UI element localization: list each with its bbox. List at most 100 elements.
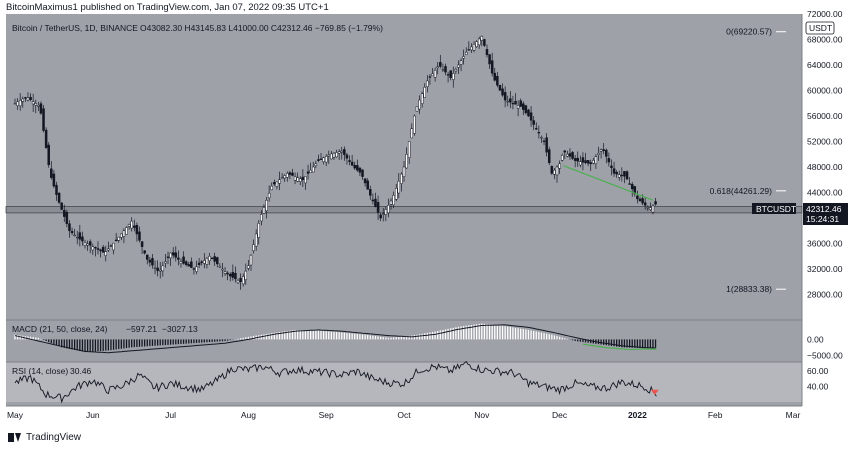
candle-body bbox=[415, 106, 419, 112]
candle-body bbox=[273, 182, 276, 185]
candle-body bbox=[498, 85, 502, 91]
candle-body bbox=[501, 88, 504, 96]
macd-tick-label: 0.00 bbox=[807, 334, 824, 344]
candle-body bbox=[602, 149, 605, 151]
candle-body bbox=[405, 154, 408, 169]
candle-body bbox=[542, 140, 546, 142]
ohlc-values: O43082.30 H43145.83 L41000.00 C42312.46 … bbox=[140, 23, 383, 33]
candle-body bbox=[490, 60, 494, 74]
candle-body bbox=[107, 248, 110, 251]
candle-body bbox=[459, 60, 463, 65]
candle-body bbox=[457, 64, 460, 68]
candle-body bbox=[311, 166, 315, 173]
candle-body bbox=[402, 166, 406, 177]
rsi-panel: 60.00 40.00 bbox=[14, 360, 829, 404]
candle-body bbox=[470, 46, 473, 51]
price-candles bbox=[13, 35, 657, 290]
candle-body bbox=[47, 144, 50, 166]
tradingview-logo-icon bbox=[8, 433, 22, 442]
candle-body bbox=[477, 38, 481, 46]
candle-body bbox=[330, 153, 333, 160]
candle-body bbox=[566, 154, 569, 157]
candle-body bbox=[581, 157, 585, 163]
candle-body bbox=[467, 49, 471, 51]
rsi-label: RSI (14, close) bbox=[12, 366, 68, 376]
candle-body bbox=[156, 267, 159, 272]
rsi-panel-band bbox=[6, 362, 802, 402]
publisher-line: BitcoinMaximus1 published on TradingView… bbox=[6, 2, 329, 13]
candle-body bbox=[252, 244, 255, 252]
candle-body bbox=[651, 205, 655, 213]
candle-body bbox=[125, 227, 128, 235]
candle-body bbox=[208, 256, 211, 262]
time-axis-label: Sep bbox=[319, 410, 334, 420]
candle-body bbox=[610, 165, 613, 168]
footer-brand[interactable]: TradingView bbox=[8, 432, 81, 443]
candle-body bbox=[573, 158, 577, 161]
candle-body bbox=[184, 261, 188, 265]
price-tick-label: 56000.00 bbox=[807, 111, 843, 121]
rsi-value: 30.46 bbox=[70, 366, 92, 376]
currency-label: USDT bbox=[809, 23, 832, 33]
candle-body bbox=[423, 87, 426, 98]
candle-body bbox=[480, 36, 484, 41]
candle-body bbox=[410, 128, 414, 139]
time-axis-label: Nov bbox=[474, 410, 490, 420]
support-zone bbox=[5, 206, 803, 214]
candle-body bbox=[462, 56, 465, 59]
candle-body bbox=[496, 76, 499, 86]
candle-body bbox=[55, 184, 58, 195]
candle-body bbox=[571, 152, 574, 159]
rsi-tick-label: 40.00 bbox=[807, 382, 829, 392]
candle-body bbox=[166, 256, 170, 258]
candle-body bbox=[597, 152, 600, 155]
candle-body bbox=[146, 254, 149, 260]
candle-body bbox=[353, 165, 356, 169]
candle-body bbox=[275, 181, 279, 187]
candle-body bbox=[57, 192, 61, 203]
candle-body bbox=[322, 157, 325, 162]
candle-body bbox=[464, 52, 468, 55]
symbol-badge bbox=[752, 203, 796, 214]
candle-body bbox=[265, 200, 268, 212]
candle-body bbox=[387, 205, 390, 213]
price-tick-label: 68000.00 bbox=[807, 35, 843, 45]
candle-body bbox=[143, 250, 146, 254]
candle-body bbox=[104, 251, 108, 256]
candle-body bbox=[516, 105, 520, 109]
candle-body bbox=[636, 195, 639, 200]
candle-body bbox=[358, 167, 362, 173]
candle-body bbox=[413, 115, 416, 134]
candle-body bbox=[286, 173, 289, 178]
candle-body bbox=[558, 163, 561, 169]
candle-body bbox=[327, 154, 331, 157]
candle-body bbox=[120, 233, 123, 238]
fib-level-label: 0(69220.57) bbox=[726, 27, 772, 37]
candle-body bbox=[197, 262, 201, 265]
time-axis-label: Mar bbox=[786, 410, 801, 420]
candle-body bbox=[140, 241, 144, 247]
candle-body bbox=[638, 198, 642, 202]
candle-body bbox=[563, 150, 567, 153]
candle-body bbox=[506, 100, 509, 103]
candle-body bbox=[540, 137, 543, 139]
candle-body bbox=[376, 201, 380, 213]
candle-body bbox=[485, 49, 489, 55]
candle-body bbox=[394, 188, 398, 200]
candle-body bbox=[400, 173, 403, 184]
fib-level-label: 0.618(44261.29) bbox=[710, 186, 773, 196]
candle-body bbox=[623, 171, 626, 177]
candle-body bbox=[452, 73, 455, 80]
candle-body bbox=[537, 132, 541, 134]
candle-body bbox=[174, 252, 178, 258]
candle-body bbox=[117, 236, 120, 241]
candle-body bbox=[254, 233, 258, 247]
candle-body bbox=[218, 266, 222, 268]
time-axis-label: Dec bbox=[552, 410, 568, 420]
candle-body bbox=[343, 149, 346, 155]
time-axis-label: Feb bbox=[708, 410, 723, 420]
fib-levels: 0(69220.57) 0.618(44261.29) 1(28833.38) bbox=[710, 27, 786, 294]
candle-body bbox=[309, 169, 312, 173]
candle-body bbox=[228, 273, 232, 277]
